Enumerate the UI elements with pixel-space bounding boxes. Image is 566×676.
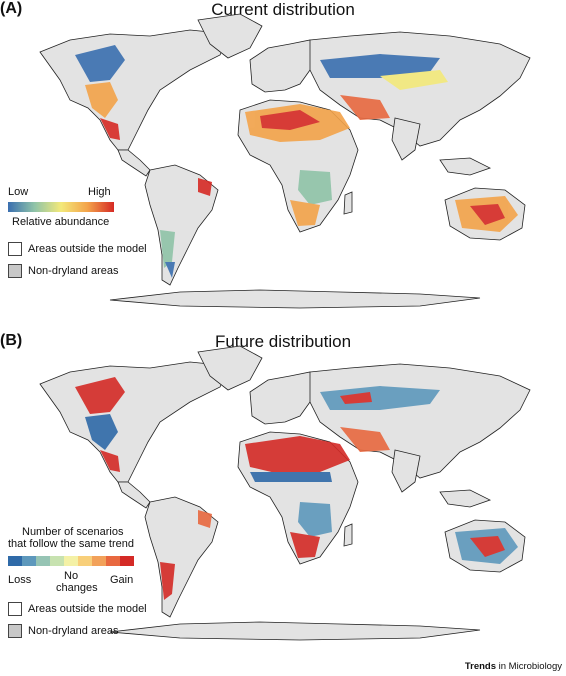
world-map-future [39,345,531,641]
trend-class-swatch [78,556,92,566]
se-asia-islands [439,157,492,176]
legend-loss-label: Loss [8,574,32,586]
trend-overlay [75,377,518,600]
legend-gain-label: Gain [110,574,134,586]
india [391,117,421,161]
se-asia-islands [439,489,492,508]
abundance-overlay [75,45,518,278]
legend-no-change-line2: changes [56,582,98,594]
greenland [197,345,263,391]
legend-caption-line1: Number of scenarios [22,526,124,538]
madagascar [343,523,353,547]
trend-class-swatch [22,556,36,566]
legend-caption: Relative abundance [12,216,110,228]
outside-model-label: Areas outside the model [28,243,147,255]
world-map-current [39,13,531,309]
outside-model-swatch [8,242,22,256]
trend-class-swatch [106,556,120,566]
antarctica [109,621,481,641]
europe [249,371,321,425]
trend-class-bar [8,556,134,566]
nondryland-label: Non-dryland areas [28,625,119,637]
madagascar [343,191,353,215]
trend-class-swatch [50,556,64,566]
central-america [117,481,151,509]
panel-current-distribution: (A) Current distribution [0,0,566,330]
legend-high-label: High [88,186,111,198]
trend-class-swatch [120,556,134,566]
central-america [117,149,151,177]
nondryland-swatch [8,264,22,278]
outside-model-swatch [8,602,22,616]
legend-abundance: Low High Relative abundance Areas outsid… [8,186,148,286]
panel-letter: (A) [0,0,23,17]
footer-brand-rest: in Microbiology [496,661,562,672]
nondryland-label: Non-dryland areas [28,265,119,277]
legend-caption-line2: that follow the same trend [8,538,134,550]
trend-class-swatch [64,556,78,566]
panel-title: Current distribution [211,0,355,19]
antarctica [109,289,481,309]
footer-brand-bold: Trends [464,661,496,672]
trend-class-swatch [36,556,50,566]
trend-class-swatch [8,556,22,566]
outside-model-label: Areas outside the model [28,603,147,615]
north-america [39,361,231,483]
nondryland-swatch [8,624,22,638]
greenland [197,13,263,59]
trend-class-swatch [92,556,106,566]
north-america [39,29,231,151]
legend-low-label: Low [8,186,29,198]
abundance-gradient-bar [8,202,114,212]
legend-no-change-line1: No [64,570,79,582]
panel-letter: (B) [0,332,23,349]
europe [249,39,321,93]
legend-trend: Number of scenarios that follow the same… [8,526,168,644]
journal-footer: Trends in Microbiology [465,661,562,672]
india [391,449,421,493]
panel-title: Future distribution [214,332,352,351]
panel-future-distribution: (B) Future distribution [0,332,566,656]
